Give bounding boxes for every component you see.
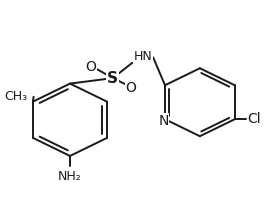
Text: O: O — [85, 60, 96, 74]
Text: HN: HN — [133, 50, 152, 63]
Text: CH₃: CH₃ — [4, 90, 27, 103]
Text: N: N — [159, 114, 169, 128]
Text: O: O — [125, 81, 136, 95]
Text: NH₂: NH₂ — [58, 170, 82, 183]
Text: Cl: Cl — [247, 112, 261, 126]
Text: S: S — [107, 71, 118, 86]
